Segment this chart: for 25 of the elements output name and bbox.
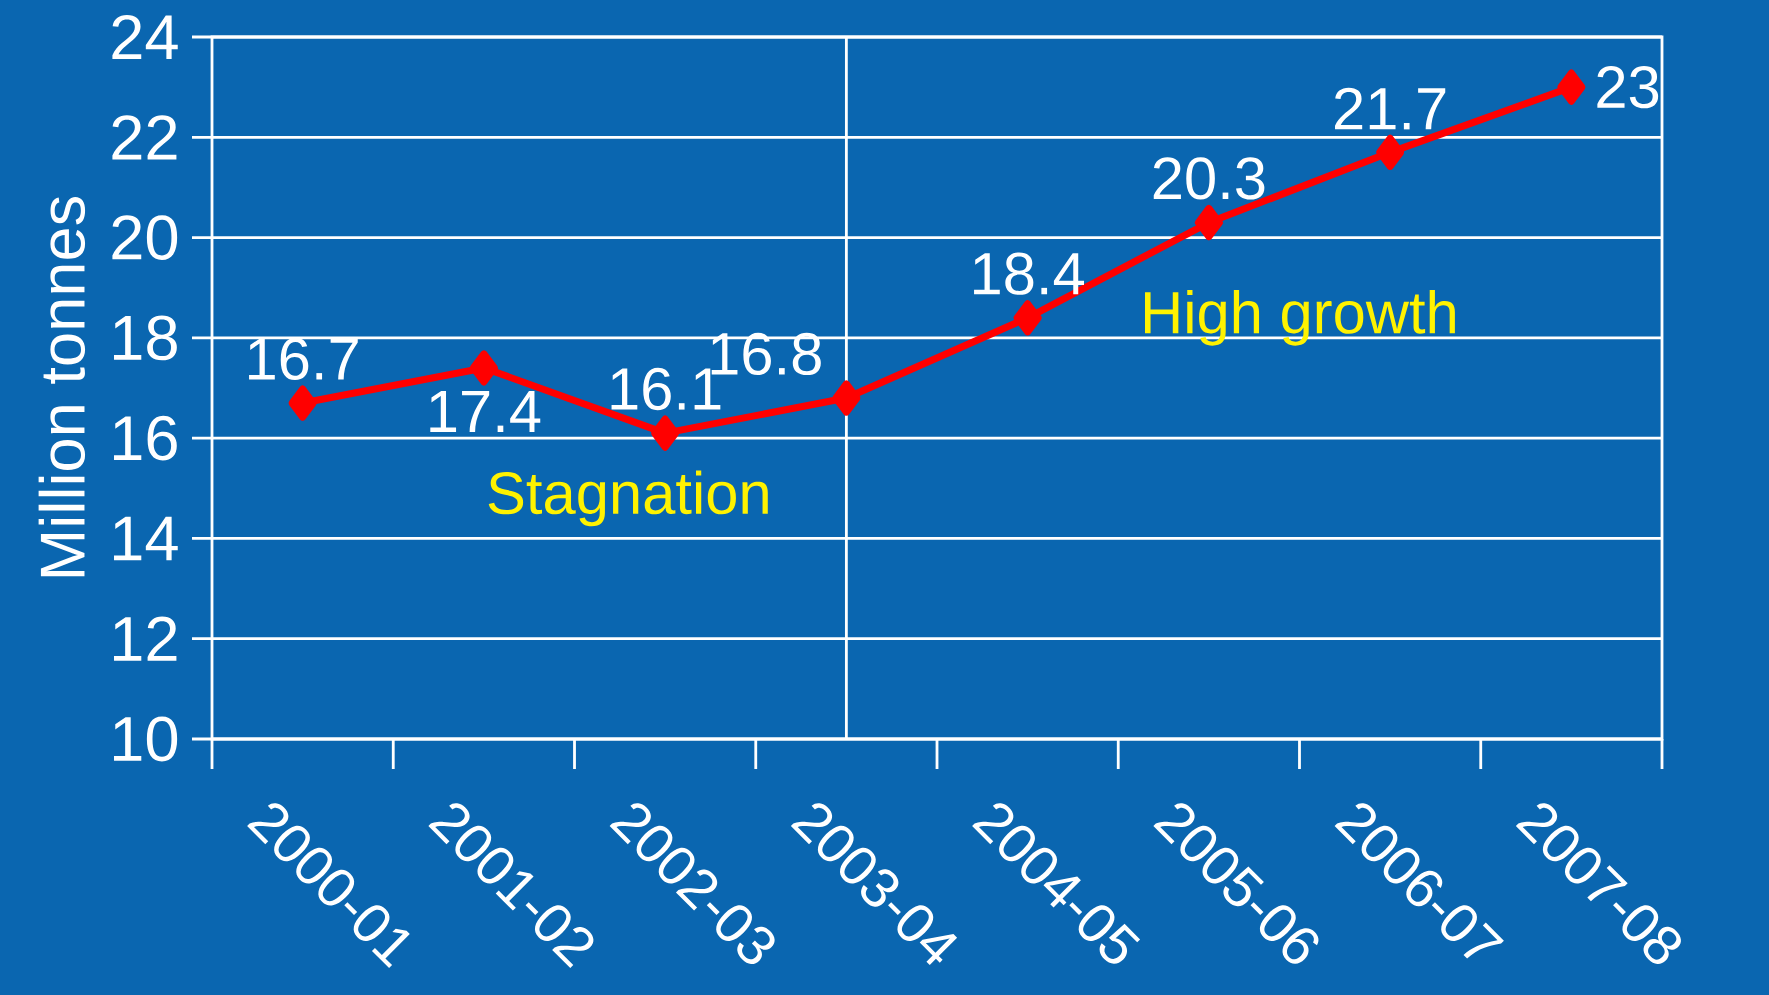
y-tick-label: 18 xyxy=(114,315,177,361)
point xyxy=(1376,134,1405,170)
data-label: 18.4 xyxy=(974,252,1085,295)
y-tick-label: 14 xyxy=(114,516,178,561)
annotation: High growth xyxy=(1145,289,1455,346)
y-tick-label: 12 xyxy=(114,616,177,661)
point xyxy=(469,350,498,386)
data-label: 20.3 xyxy=(1153,157,1265,200)
y-tick-label: 16 xyxy=(114,415,177,461)
y-tick-label: 24 xyxy=(112,14,178,60)
data-label: 17.4 xyxy=(430,390,541,433)
point xyxy=(1013,300,1042,336)
data-label: 16.7 xyxy=(249,337,358,381)
annotation: Stagnation xyxy=(488,470,768,527)
point xyxy=(651,415,680,451)
y-tick-label: 10 xyxy=(114,716,178,762)
data-label: 21.7 xyxy=(1335,87,1446,130)
point xyxy=(288,385,317,421)
y-tick-label: 20 xyxy=(112,215,178,260)
y-axis-title: Million tonnes xyxy=(38,197,86,577)
y-tick-label: 22 xyxy=(112,115,177,160)
point xyxy=(1557,69,1586,105)
point xyxy=(832,380,861,416)
data-label: 23 xyxy=(1597,65,1659,109)
point xyxy=(1194,204,1223,241)
